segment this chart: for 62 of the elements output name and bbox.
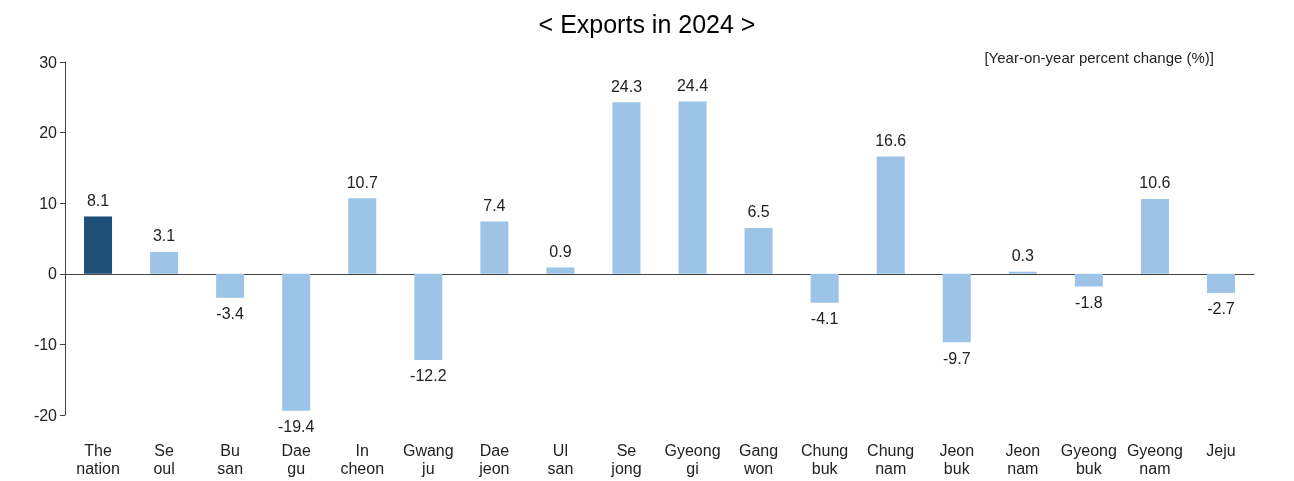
bar [1008, 271, 1037, 274]
data-label: -19.4 [277, 418, 315, 436]
x-tick-label: The nation [76, 441, 120, 477]
bar [414, 273, 443, 360]
bar [612, 102, 641, 274]
y-tick-label: 30 [39, 53, 58, 71]
x-tick-label: Gyeong gi [664, 441, 721, 477]
x-tick-label: Jeju [1206, 441, 1236, 459]
x-tick-label: Ul san [547, 441, 574, 477]
y-tick-label: -10 [33, 335, 58, 353]
x-tick-label: Jeon buk [939, 441, 975, 477]
bar [480, 221, 509, 274]
data-label: -12.2 [410, 367, 447, 385]
x-tick-label: Bu san [217, 441, 244, 477]
y-tick-label: 10 [39, 194, 58, 212]
data-label: 16.6 [875, 132, 907, 150]
y-tick-label: 20 [39, 124, 58, 142]
bar [876, 156, 905, 274]
bar [1140, 198, 1169, 274]
bar [282, 273, 311, 411]
x-tick-label: Dae jeon [478, 441, 510, 477]
bar [744, 227, 773, 274]
x-tick-label: Chung nam [867, 441, 915, 477]
bar [546, 267, 575, 274]
bar [84, 216, 113, 274]
data-label: 0.3 [1011, 247, 1035, 265]
bar [810, 273, 839, 303]
data-label: 10.7 [346, 173, 378, 191]
bar [1206, 273, 1235, 293]
annotation: [Year-on-year percent change (%)] [984, 49, 1215, 66]
bar [678, 101, 707, 274]
data-label: -9.7 [942, 349, 971, 367]
data-label: -3.4 [216, 305, 245, 323]
chart-title: < Exports in 2024 > [538, 9, 756, 38]
data-label: 24.4 [676, 77, 709, 95]
bar [150, 251, 179, 274]
data-label: 7.4 [483, 197, 506, 215]
x-tick-label: Gwang ju [402, 441, 454, 477]
bar [942, 273, 971, 343]
x-tick-label: Gyeong nam [1126, 441, 1183, 477]
data-label: 3.1 [152, 227, 176, 245]
data-label: -2.7 [1207, 300, 1235, 318]
data-label: -4.1 [810, 310, 839, 328]
x-tick-label: Chung buk [801, 441, 849, 477]
x-tick-label: Gang won [739, 441, 779, 477]
x-tick-label: Dae gu [281, 441, 311, 477]
y-tick-label: -20 [33, 406, 58, 424]
data-label: 8.1 [86, 192, 110, 210]
data-label: 6.5 [747, 203, 770, 221]
x-tick-label: Se oul [153, 441, 175, 477]
x-tick-label: In cheon [340, 441, 385, 477]
data-label: 24.3 [610, 77, 643, 95]
y-tick-label: 0 [48, 265, 58, 283]
data-label: 0.9 [549, 242, 572, 260]
bar [348, 198, 377, 274]
data-label: 10.6 [1139, 174, 1171, 192]
x-tick-label: Gyeong buk [1060, 441, 1117, 477]
x-tick-label: Se jong [610, 441, 642, 477]
bar [216, 273, 245, 298]
bar [1074, 273, 1103, 287]
x-tick-label: Jeon nam [1005, 441, 1041, 477]
data-label: -1.8 [1075, 294, 1103, 312]
